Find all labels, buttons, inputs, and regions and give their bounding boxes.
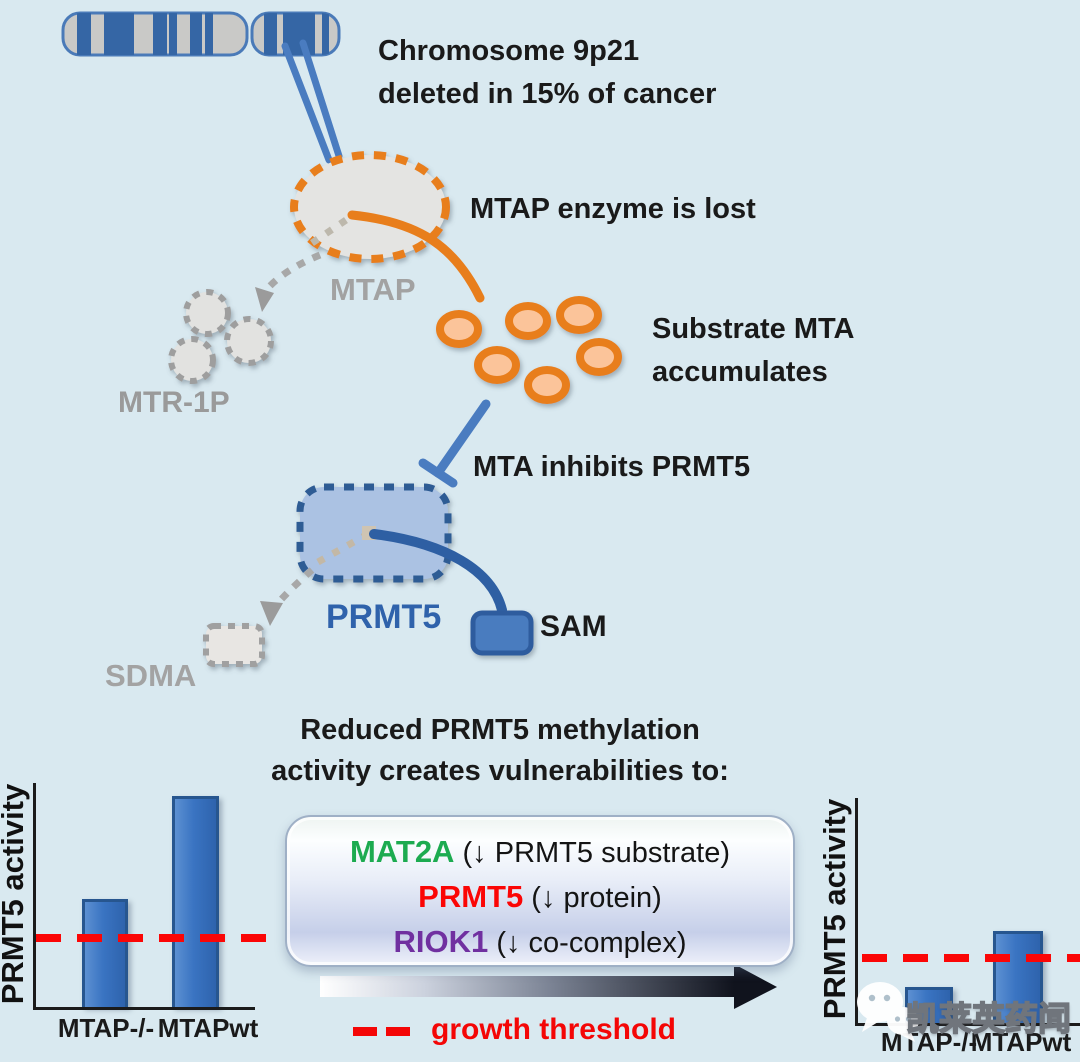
left-chart-bar-mtap-wt xyxy=(172,796,219,1007)
right-chart-y-axis-label: PRMT5 activity xyxy=(817,798,852,1020)
left-chart-x-axis xyxy=(33,1007,255,1010)
growth-threshold-dash-sample xyxy=(353,1027,410,1036)
mta-molecules xyxy=(436,296,622,404)
right-chart-xtick-mtap-wt: MTAPwt xyxy=(970,1027,1072,1057)
mtap-internal-dotted-line xyxy=(310,215,351,246)
growth-threshold-label: growth threshold xyxy=(431,1013,676,1046)
mta-caption: Substrate MTA accumulates xyxy=(652,308,854,394)
chromosome-bands-left xyxy=(77,13,213,55)
deletion-line-2 xyxy=(299,39,343,160)
sam-box xyxy=(470,610,534,656)
right-chart-y-axis xyxy=(855,798,858,1025)
gene-prmt5-effect: (↓ protein) xyxy=(531,882,662,914)
left-chart-threshold-line xyxy=(36,934,268,942)
vulnerability-box: MAT2A (↓ PRMT5 substrate) PRMT5 (↓ prote… xyxy=(285,815,795,967)
vulnerability-heading: Reduced PRMT5 methylation activity creat… xyxy=(230,710,770,792)
left-chart-bar-mtap-ko xyxy=(82,899,128,1007)
wechat-icon xyxy=(857,982,919,1042)
right-chart-x-axis xyxy=(855,1023,1080,1026)
left-chart-y-axis-label: PRMT5 activity xyxy=(0,783,30,1005)
inhibition-caption: MTA inhibits PRMT5 xyxy=(473,451,751,483)
mtr1p-label: MTR-1P xyxy=(118,386,230,419)
sdma-box xyxy=(203,623,265,667)
chromosome-caption-line2: deleted in 15% of cancer xyxy=(378,78,717,110)
left-chart-y-axis xyxy=(33,783,36,1009)
prmt5-internal-dotted-line xyxy=(316,530,370,566)
vulnerability-row-mat2a: MAT2A (↓ PRMT5 substrate) xyxy=(287,830,793,875)
vulnerability-row-riok1: RIOK1 (↓ co-complex) xyxy=(287,920,793,965)
right-chart-threshold-line xyxy=(862,954,1080,962)
mtr1p-molecules xyxy=(168,289,274,384)
right-chart-bar-mtap-wt xyxy=(993,931,1043,1023)
vulnerability-heading-line2: activity creates vulnerabilities to: xyxy=(271,755,729,787)
mtr1p-arrowhead xyxy=(255,287,274,312)
mtr1p-dashed-arrow xyxy=(265,251,322,291)
chromosome-bands-right xyxy=(264,13,329,55)
sdma-dashed-arrow xyxy=(274,567,315,607)
severity-gradient-arrow xyxy=(320,964,777,1009)
gene-riok1: RIOK1 xyxy=(393,924,489,959)
gene-riok1-effect: (↓ co-complex) xyxy=(496,927,687,959)
sdma-label: SDMA xyxy=(105,658,197,693)
prmt5-label: PRMT5 xyxy=(326,598,442,636)
watermark: 凯莱英药闻 xyxy=(854,970,1080,1050)
left-chart-xtick-mtap-ko: MTAP-/- xyxy=(57,1013,155,1043)
vulnerability-row-prmt5: PRMT5 (↓ protein) xyxy=(287,875,793,920)
gene-mat2a: MAT2A xyxy=(349,834,455,869)
mtap-enzyme-ellipse xyxy=(290,151,450,263)
sam-label: SAM xyxy=(540,610,607,643)
chromosome-caption: Chromosome 9p21 deleted in 15% of cancer xyxy=(378,30,716,116)
mta-caption-line1: Substrate MTA xyxy=(652,313,855,345)
chromosome-caption-line1: Chromosome 9p21 xyxy=(378,35,640,67)
gene-mat2a-effect: (↓ PRMT5 substrate) xyxy=(462,837,731,869)
mta-caption-line2: accumulates xyxy=(652,356,828,388)
left-bar-chart: PRMT5 activity MTAP-/- MTAPwt xyxy=(0,783,268,1043)
sam-binding-site xyxy=(362,526,376,540)
right-bar-chart: PRMT5 activity MTAP-/- MTAPwt xyxy=(817,798,1080,1057)
mtap-caption: MTAP enzyme is lost xyxy=(470,193,756,225)
left-chart-xtick-mtap-wt: MTAPwt xyxy=(157,1013,259,1043)
mtap-label: MTAP xyxy=(330,272,416,307)
watermark-text: 凯莱英药闻 xyxy=(905,999,1072,1038)
prmt5-enzyme-box xyxy=(296,483,452,583)
vulnerability-heading-line1: Reduced PRMT5 methylation xyxy=(300,714,700,746)
deletion-line-1 xyxy=(281,42,333,164)
sdma-arrowhead xyxy=(260,601,283,626)
gene-prmt5: PRMT5 xyxy=(418,879,524,914)
chromosome-illustration xyxy=(61,11,343,164)
